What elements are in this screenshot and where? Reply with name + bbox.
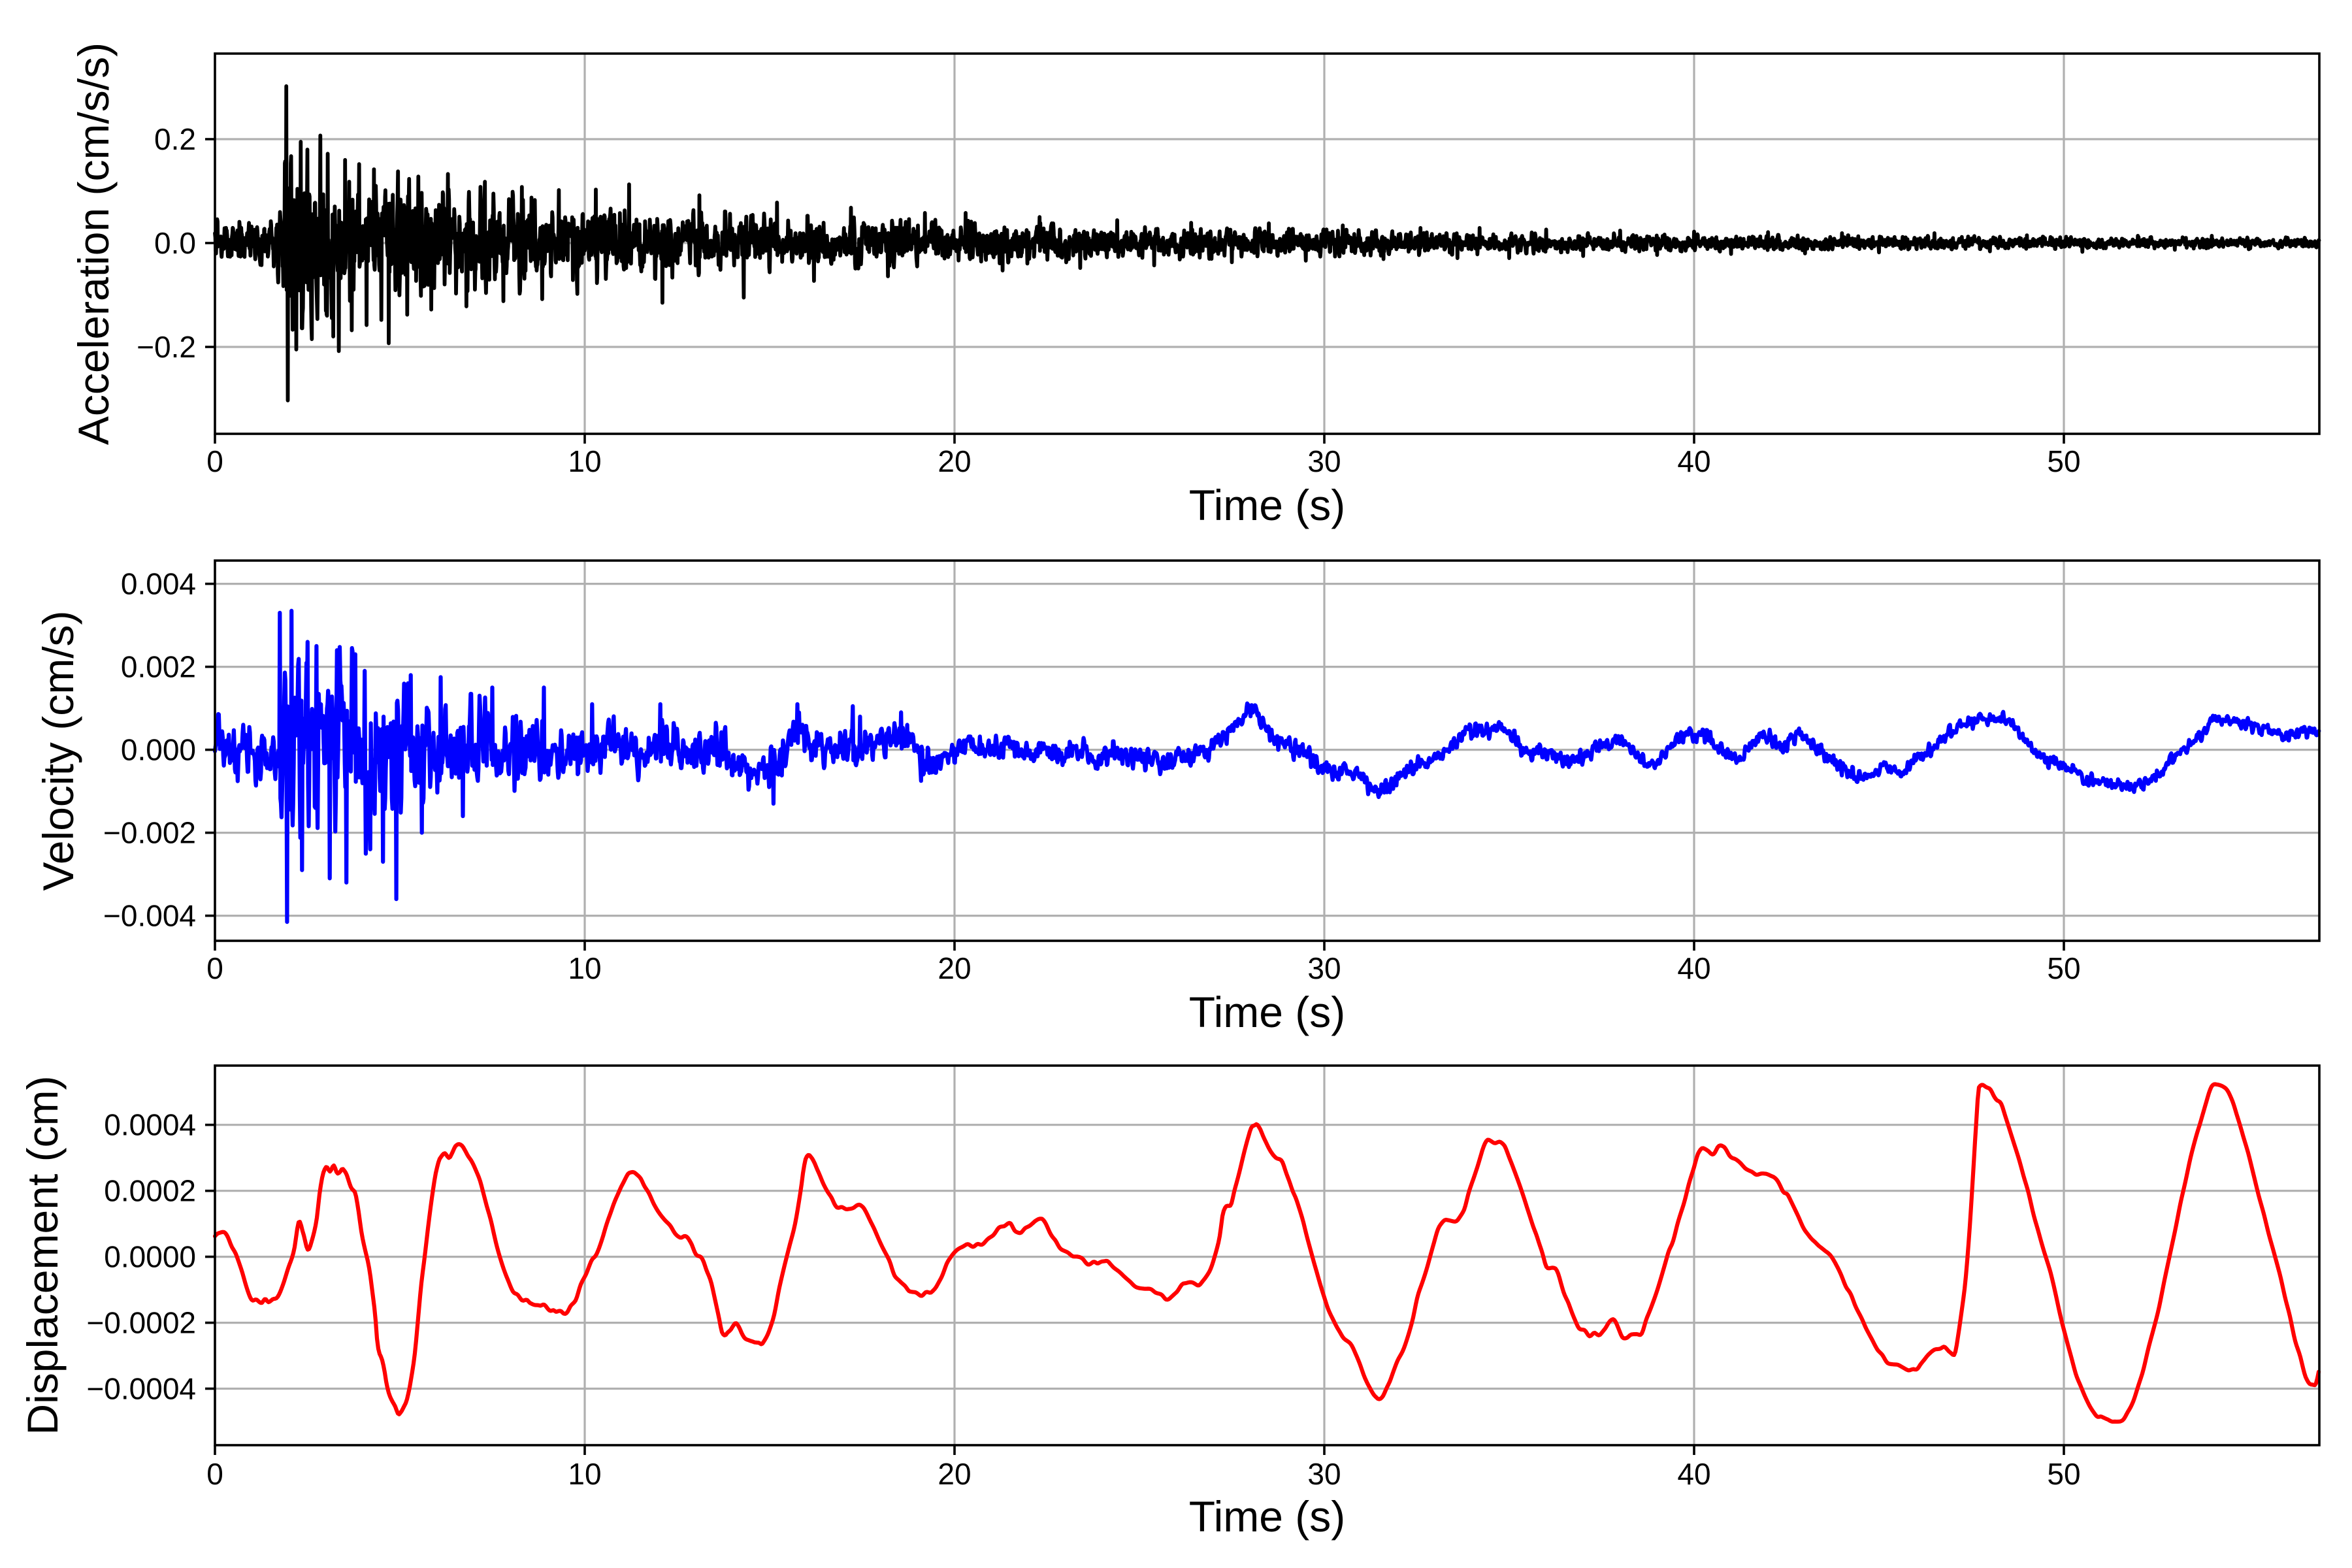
svg-text:50: 50 xyxy=(2047,951,2080,985)
svg-text:Velocity (cm/s): Velocity (cm/s) xyxy=(34,610,82,890)
svg-text:10: 10 xyxy=(568,951,601,985)
svg-text:40: 40 xyxy=(1677,444,1710,478)
svg-text:40: 40 xyxy=(1677,1457,1710,1491)
svg-text:0.000: 0.000 xyxy=(121,732,196,766)
svg-text:30: 30 xyxy=(1307,444,1341,478)
svg-text:0.0000: 0.0000 xyxy=(104,1239,196,1273)
svg-text:20: 20 xyxy=(938,951,971,985)
svg-text:50: 50 xyxy=(2047,444,2080,478)
svg-text:0.0004: 0.0004 xyxy=(104,1108,196,1142)
svg-text:30: 30 xyxy=(1307,951,1341,985)
svg-text:20: 20 xyxy=(938,444,971,478)
svg-text:−0.0004: −0.0004 xyxy=(86,1371,196,1405)
svg-text:0.004: 0.004 xyxy=(121,566,196,600)
svg-text:Displacement (cm): Displacement (cm) xyxy=(18,1075,67,1435)
svg-text:−0.004: −0.004 xyxy=(103,898,196,932)
svg-text:10: 10 xyxy=(568,444,601,478)
svg-text:Time (s): Time (s) xyxy=(1189,988,1346,1036)
svg-text:0.0002: 0.0002 xyxy=(104,1174,196,1208)
svg-text:40: 40 xyxy=(1677,951,1710,985)
svg-text:0: 0 xyxy=(206,951,223,985)
svg-text:50: 50 xyxy=(2047,1457,2080,1491)
svg-text:0.002: 0.002 xyxy=(121,649,196,683)
svg-text:20: 20 xyxy=(938,1457,971,1491)
svg-text:Acceleration (cm/s/s): Acceleration (cm/s/s) xyxy=(69,42,118,445)
svg-text:0.0: 0.0 xyxy=(154,226,196,260)
svg-text:0.2: 0.2 xyxy=(154,122,196,156)
svg-text:−0.002: −0.002 xyxy=(103,815,196,849)
svg-text:Time (s): Time (s) xyxy=(1189,481,1346,529)
svg-text:−0.2: −0.2 xyxy=(137,330,196,364)
svg-text:−0.0002: −0.0002 xyxy=(86,1305,196,1339)
svg-text:0: 0 xyxy=(206,1457,223,1491)
svg-text:10: 10 xyxy=(568,1457,601,1491)
svg-text:Time (s): Time (s) xyxy=(1189,1492,1346,1541)
svg-text:30: 30 xyxy=(1307,1457,1341,1491)
svg-text:0: 0 xyxy=(206,444,223,478)
